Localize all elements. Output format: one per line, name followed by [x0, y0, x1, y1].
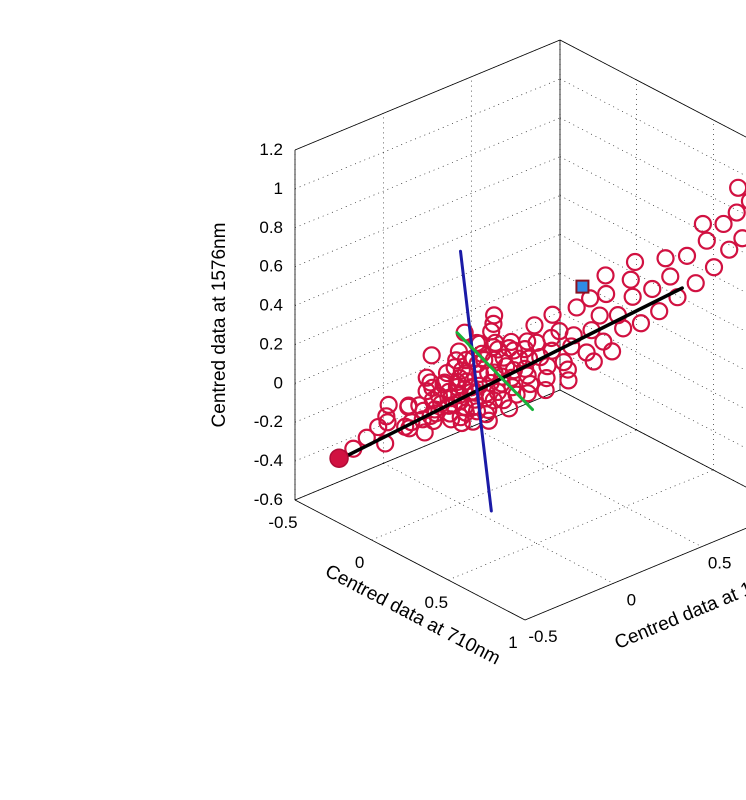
- data-point: [598, 286, 614, 302]
- data-point: [604, 343, 620, 359]
- data-point: [662, 269, 678, 285]
- data-point: [595, 334, 611, 350]
- data-point: [633, 315, 649, 331]
- data-point: [716, 216, 732, 232]
- z-tick: 0.8: [259, 218, 283, 237]
- x-axis-label: Centred data at 710nm: [322, 561, 504, 670]
- data-point: [706, 259, 722, 275]
- data-point: [734, 230, 746, 246]
- z-tick: 1: [274, 179, 283, 198]
- data-point: [679, 248, 695, 264]
- z-tick: 0.4: [259, 296, 283, 315]
- data-point: [623, 272, 639, 288]
- data-point: [721, 242, 737, 258]
- z-tick: 0: [274, 373, 283, 392]
- scatter-3d-plot: -0.6 -0.4 -0.2 0 0.2 0.4 0.6 0.8 1 1.2 -0.5 0 0.5 1 -0…: [0, 0, 746, 800]
- x-tick: 1: [508, 633, 517, 652]
- data-point: [627, 254, 643, 270]
- z-axis-label: Centred data at 1576nm: [209, 223, 230, 428]
- data-point: [658, 250, 674, 266]
- data-point: [424, 347, 440, 363]
- data-point: [592, 308, 608, 324]
- z-tick: 0.6: [259, 257, 283, 276]
- data-point: [695, 216, 711, 232]
- x-tick: -0.5: [268, 513, 297, 532]
- z-tick: 1.2: [259, 140, 283, 159]
- data-point: [560, 372, 576, 388]
- y-tick: 0: [627, 590, 636, 609]
- data-point: [526, 317, 542, 333]
- pc1-line: [338, 288, 682, 460]
- z-tick: -0.4: [254, 451, 283, 470]
- y-tick: -0.5: [528, 627, 557, 646]
- data-point: [651, 303, 667, 319]
- data-point: [644, 281, 660, 297]
- filled-bottom-left: [330, 449, 348, 467]
- data-point: [699, 233, 715, 249]
- data-point: [730, 180, 746, 196]
- data-point: [381, 397, 397, 413]
- data-point: [688, 275, 704, 291]
- data-point: [729, 205, 745, 221]
- blue-square: [576, 281, 588, 293]
- z-tick: 0.2: [259, 334, 283, 353]
- z-tick: -0.2: [254, 412, 283, 431]
- x-tick: 0: [355, 553, 364, 572]
- data-point: [615, 320, 631, 336]
- z-tick: -0.6: [254, 490, 283, 509]
- data-point: [598, 267, 614, 283]
- x-tick: 0.5: [425, 593, 449, 612]
- data-point: [545, 307, 561, 323]
- data-point: [625, 289, 641, 305]
- y-tick: 0.5: [708, 554, 732, 573]
